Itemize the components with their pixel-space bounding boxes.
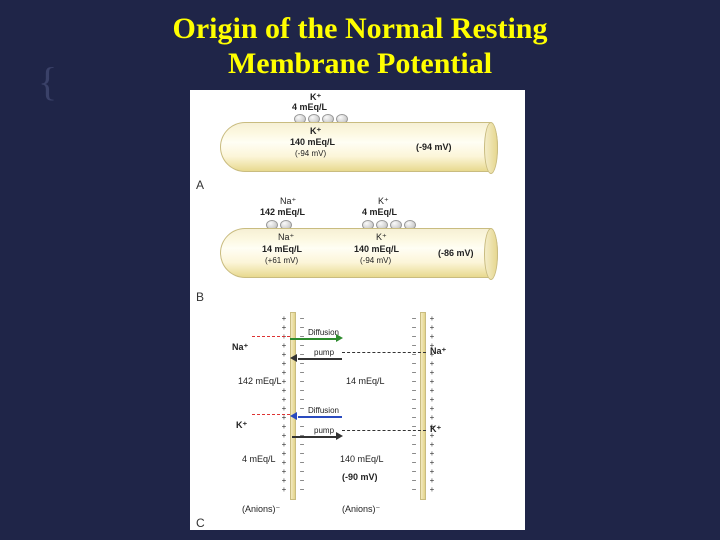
na-nernst-b: (+61 mV)	[265, 256, 298, 265]
plus-col-1: ++++++++++++++++++++	[280, 314, 288, 494]
na-in-ion-b: Na⁺	[278, 232, 294, 243]
membrane-figure: K⁺ 4 mEq/L K⁺ 140 mEq/L (-94 mV) (-94 mV…	[190, 90, 525, 530]
na-out-conc-c: 142 mEq/L	[238, 376, 282, 386]
k-in-ion-b: K⁺	[376, 232, 387, 243]
na-diffusion-label: Diffusion	[308, 328, 339, 337]
minus-col-1: −−−−−−−−−−−−−−−−−−−−	[298, 314, 306, 494]
potential-c: (-90 mV)	[342, 472, 378, 482]
anions-left: (Anions)⁻	[242, 504, 280, 515]
panel-a-letter: A	[196, 178, 204, 192]
na-dash-left	[252, 336, 290, 337]
k-right-c: K⁺	[430, 424, 441, 435]
na-in-conc-c: 14 mEq/L	[346, 376, 385, 386]
k-diff-arrow	[298, 416, 342, 418]
k-in-conc-c: 140 mEq/L	[340, 454, 384, 464]
potential-b: (-86 mV)	[438, 248, 474, 258]
na-left-c: Na⁺	[232, 342, 248, 353]
k-out-conc: 4 mEq/L	[292, 102, 327, 112]
title-line-1: Origin of the Normal Resting	[173, 12, 548, 45]
panel-c-letter: C	[196, 516, 205, 530]
k-out-conc-b: 4 mEq/L	[362, 207, 397, 217]
k-diffusion-label: Diffusion	[308, 406, 339, 415]
na-out-ion-b: Na⁺	[280, 196, 296, 207]
k-dash-left	[252, 414, 290, 415]
na-diff-arrow	[290, 338, 338, 340]
panel-b: Na⁺ K⁺ 142 mEq/L 4 mEq/L Na⁺ K⁺ 14 mEq/L…	[190, 192, 525, 312]
panel-c: ++++++++++++++++++++ −−−−−−−−−−−−−−−−−−−…	[190, 312, 525, 527]
k-in-ion: K⁺	[310, 126, 321, 137]
membrane-left	[290, 312, 296, 500]
k-diff-arrowhead-l	[290, 412, 297, 420]
decorative-brace: {	[38, 58, 57, 105]
na-dash-right	[342, 352, 426, 353]
potential-a: (-94 mV)	[416, 142, 452, 152]
k-pump-label: pump	[314, 426, 334, 435]
k-out-ion-b: K⁺	[378, 196, 389, 207]
fiber-a	[220, 122, 498, 172]
na-diff-arrowhead	[336, 334, 343, 342]
na-pump-label: pump	[314, 348, 334, 357]
panel-b-letter: B	[196, 290, 204, 304]
k-out-conc-c: 4 mEq/L	[242, 454, 276, 464]
title-line-2: Membrane Potential	[228, 47, 492, 80]
na-in-conc-b: 14 mEq/L	[262, 244, 302, 254]
na-right-c: Na⁺	[430, 346, 446, 357]
na-out-conc-b: 142 mEq/L	[260, 207, 305, 217]
minus-col-2: −−−−−−−−−−−−−−−−−−−−	[410, 314, 418, 494]
panel-a: K⁺ 4 mEq/L K⁺ 140 mEq/L (-94 mV) (-94 mV…	[190, 90, 525, 192]
k-in-conc-b: 140 mEq/L	[354, 244, 399, 254]
k-dash-right	[342, 430, 426, 431]
plus-col-2: ++++++++++++++++++++	[428, 314, 436, 494]
na-pump-arrow	[298, 358, 342, 360]
k-left-c: K⁺	[236, 420, 247, 431]
k-pump-arrow	[292, 436, 338, 438]
anions-right: (Anions)⁻	[342, 504, 380, 515]
membrane-right	[420, 312, 426, 500]
k-nernst-b: (-94 mV)	[360, 256, 391, 265]
k-nernst-a: (-94 mV)	[295, 149, 326, 158]
slide-title: Origin of the Normal Resting Membrane Po…	[0, 0, 720, 81]
na-pump-arrowhead	[290, 354, 297, 362]
k-pump-arrowhead	[336, 432, 343, 440]
k-in-conc: 140 mEq/L	[290, 137, 335, 147]
